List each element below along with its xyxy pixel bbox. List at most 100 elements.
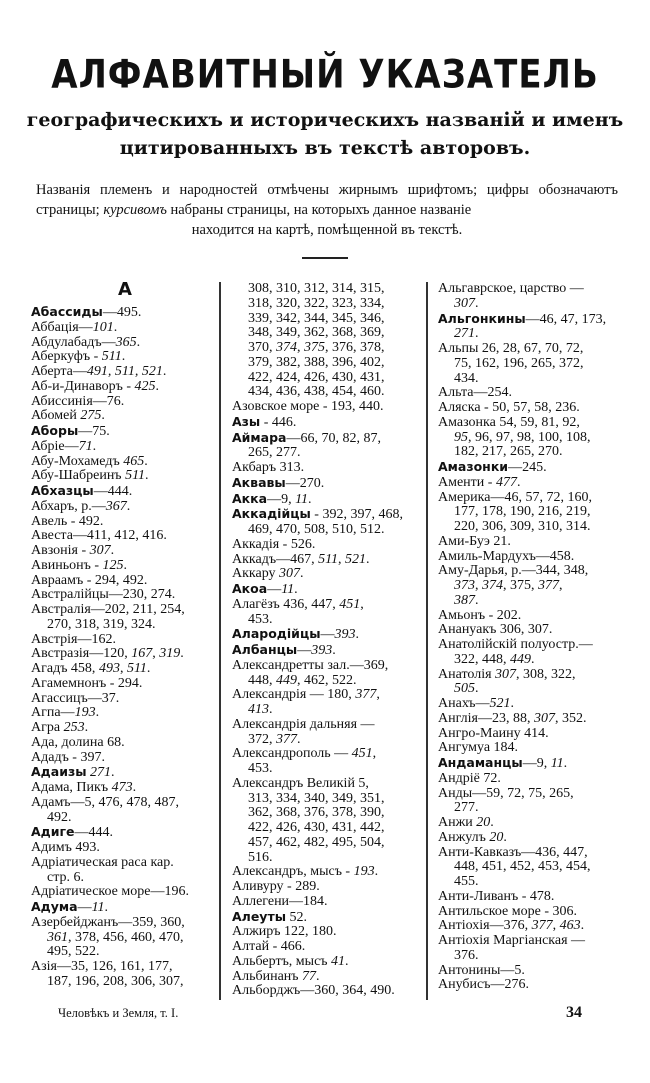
entry-text: . — [563, 756, 568, 771]
entry-line: 220, 306, 309, 310, 314. — [438, 519, 624, 535]
entry-text: . — [126, 498, 131, 514]
map-page-ref: 11 — [281, 582, 295, 597]
index-entry: Александръ Великій 5, 313, 334, 340, 349,… — [232, 776, 422, 866]
entry-text: 455. — [454, 874, 479, 889]
entry-text: 495, 522. — [47, 944, 100, 960]
map-page-ref: 307 — [495, 666, 517, 682]
map-page-ref: 193 — [74, 705, 96, 721]
entry-text: 457, 462, 482, 495, 504, — [248, 834, 385, 850]
entry-text: Андріё 72. — [438, 770, 501, 786]
entry-line: Англія—23, 88, 307, 352. — [438, 711, 624, 727]
entry-text: Аливуру - 289. — [232, 879, 320, 894]
entry-text: . — [475, 592, 479, 608]
entry-text: 187, 196, 208, 306, 307, — [47, 973, 184, 989]
entry-line: 492. — [31, 810, 217, 826]
map-page-ref: 473 — [111, 780, 133, 795]
map-page-ref: 367 — [105, 498, 127, 514]
index-entry: Алжиръ 122, 180. — [232, 924, 422, 940]
entry-line: Анды—59, 72, 75, 265, — [438, 786, 624, 802]
map-page-ref: 361 — [47, 929, 68, 945]
entry-text: . — [580, 918, 585, 934]
entry-line: Анти-Кавказъ—436, 447, — [438, 845, 624, 861]
index-entry: Абу-Мохамедъ 465. — [31, 453, 217, 470]
index-entry: Амьонъ - 202. — [438, 608, 624, 624]
entry-text: Агамемнонъ - 294. — [31, 675, 143, 691]
entry-text: . — [162, 364, 167, 379]
entry-text: , — [376, 687, 380, 703]
index-entry: Ангро-Маину 414. — [438, 726, 624, 742]
entry-text: . — [144, 453, 148, 469]
entry-line: 422, 426, 430, 431, 442, — [232, 820, 422, 836]
entry-text: , — [475, 578, 482, 593]
map-page-ref: 365 — [115, 334, 137, 350]
entry-text: Александрія дальняя — — [232, 716, 375, 732]
entry-name-bold: Алеуты — [232, 908, 287, 924]
index-entry: Америка—46, 57, 72, 160, 177, 178, 190, 2… — [438, 490, 624, 535]
entry-text: —66, 70, 82, 87, — [286, 430, 381, 446]
map-page-ref: 307 — [454, 295, 475, 311]
entry-line: Абу-Мохамедъ 465. — [31, 453, 217, 470]
entry-text: Австралія—202, 211, 254, — [31, 602, 185, 617]
map-page-ref: 77 — [302, 968, 317, 984]
entry-text: Анжи — [438, 815, 477, 830]
entry-line: Адама, Пикъ 473. — [31, 780, 217, 796]
map-page-ref: 319 — [159, 646, 181, 662]
entry-text: . — [490, 815, 494, 830]
map-page-ref: 11 — [91, 900, 105, 915]
entry-text: , 96, 97, 98, 100, 108, — [468, 429, 591, 445]
entry-line: 505. — [438, 681, 624, 697]
entry-line: Андріё 72. — [438, 770, 624, 787]
entry-line: Абхазцы—444. — [31, 483, 217, 500]
entry-text: 448, 451, 452, 453, 454, — [454, 859, 591, 875]
entry-line: Агассицъ—37. — [31, 691, 217, 707]
index-entry: Аббація—101. — [31, 320, 217, 336]
entry-text: . — [294, 582, 298, 597]
index-entry: Андаманцы—9, 11. — [438, 755, 624, 772]
entry-text: - 392, 397, 468, — [310, 507, 403, 523]
index-entry: Австралійцы—230, 274. — [31, 587, 217, 603]
entry-text: — — [267, 582, 282, 597]
divider-rule — [302, 257, 348, 259]
map-page-ref: 521 — [345, 551, 367, 567]
footer-book-title: Человѣкъ и Земля, т. I. — [58, 1006, 179, 1020]
entry-name-bold: Аккадійцы — [232, 506, 311, 522]
entry-line: Аберта—491, 511, 521. — [31, 364, 217, 380]
entry-line: Ангро-Маину 414. — [438, 726, 624, 742]
entry-line: 271. — [438, 326, 624, 342]
index-entry: Абріе—71. — [31, 439, 217, 455]
entry-line: Альгонкины—46, 47, 173, — [438, 311, 624, 328]
entry-line: Адума—11. — [31, 899, 217, 916]
index-entry: Аму-Дарья, р.—344, 348, 373, 374, 375, 37… — [438, 563, 624, 608]
index-entry: Акбаръ 313. — [232, 460, 422, 476]
entry-line: Аливуру - 289. — [232, 879, 422, 895]
entry-line: Анатолія 307, 308, 322, — [438, 666, 624, 683]
entry-line: Аберкуфъ - 511. — [31, 349, 217, 365]
map-page-ref: 477 — [495, 474, 517, 490]
entry-text: 52. — [286, 909, 308, 925]
entry-text: Альгаврское, царство — — [438, 281, 584, 296]
map-page-ref: 377 — [538, 578, 559, 593]
entry-text: 453. — [248, 761, 273, 776]
entry-text: Абомей — [31, 408, 81, 424]
index-column-1: Абассиды—495. Аббація—101. Абдулабадъ—365.… — [31, 304, 217, 990]
entry-line: Ададъ - 397. — [31, 750, 217, 766]
entry-text: Абу-Мохамедъ — [31, 453, 124, 469]
index-entry: Абдулабадъ—365. — [31, 334, 217, 351]
entry-text: Альта—254. — [438, 385, 512, 401]
index-entry: Аборы—75. — [31, 423, 217, 440]
entry-text: Австрія—162. — [31, 631, 116, 647]
entry-line: Алародійцы—393. — [232, 626, 422, 643]
entry-line: Адимъ 493. — [31, 840, 217, 856]
entry-name-bold: Алародійцы — [232, 626, 321, 642]
entry-line: Анти-Ливанъ - 478. — [438, 889, 624, 905]
index-entry: Австразія—120, 167, 319. — [31, 646, 217, 662]
entry-text: 348, 349, 362, 368, 369, — [248, 325, 385, 341]
entry-text: , 375, — [503, 578, 538, 593]
entry-text: Авзонія - — [31, 543, 90, 558]
entry-line: Антильское море - 306. — [438, 904, 624, 920]
entry-text: Агпа— — [31, 705, 75, 721]
map-page-ref: 253 — [63, 720, 85, 735]
entry-text: Аб-и-Динаворъ - — [31, 378, 135, 394]
index-column-3: Альгаврское, царство —307. Альгонкины—46,… — [438, 281, 624, 993]
index-entry: Амазонка 54, 59, 81, 92, 95, 96, 97, 98, … — [438, 415, 624, 460]
